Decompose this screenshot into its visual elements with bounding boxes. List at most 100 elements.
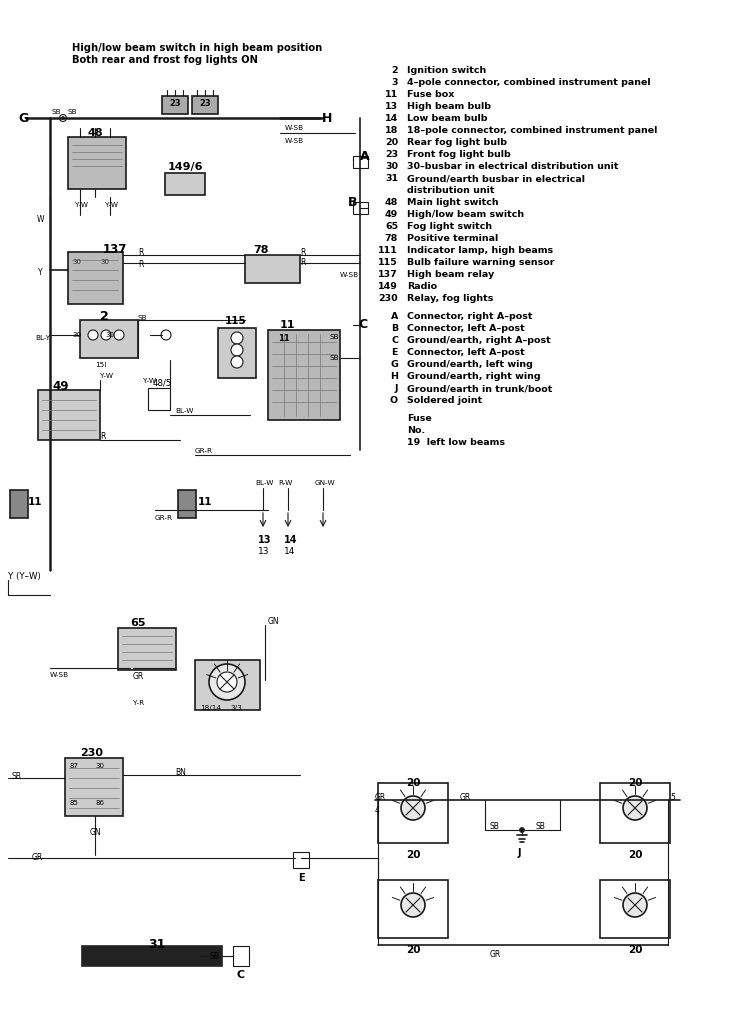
- Text: 5: 5: [670, 793, 675, 802]
- Text: C: C: [391, 336, 398, 345]
- Text: GN-W: GN-W: [315, 480, 336, 486]
- Circle shape: [231, 344, 243, 356]
- Text: Ground/earth busbar in electrical: Ground/earth busbar in electrical: [407, 174, 585, 183]
- Text: 137: 137: [379, 270, 398, 279]
- Circle shape: [623, 893, 647, 918]
- Bar: [65, 758, 123, 816]
- Bar: [600, 880, 670, 938]
- Text: 31: 31: [148, 938, 165, 951]
- Text: 3: 3: [391, 78, 398, 87]
- Text: BL-Y: BL-Y: [35, 335, 50, 341]
- Text: 78: 78: [253, 245, 269, 255]
- Bar: [68, 252, 123, 304]
- Text: Connector, left A–post: Connector, left A–post: [407, 324, 525, 333]
- Text: Y: Y: [38, 268, 43, 278]
- Text: GR: GR: [490, 950, 501, 959]
- Circle shape: [209, 664, 245, 700]
- Text: 18–pole connector, combined instrument panel: 18–pole connector, combined instrument p…: [407, 126, 657, 135]
- Text: Ground/earth, right A–post: Ground/earth, right A–post: [407, 336, 550, 345]
- Text: 23: 23: [199, 98, 211, 108]
- Circle shape: [161, 330, 171, 340]
- Text: Fuse box: Fuse box: [407, 90, 454, 99]
- Text: R: R: [100, 432, 105, 441]
- Bar: [80, 319, 138, 358]
- Text: Fuse: Fuse: [407, 414, 432, 423]
- Text: 2: 2: [100, 310, 109, 323]
- Text: Bulb failure warning sensor: Bulb failure warning sensor: [407, 258, 554, 267]
- Bar: [353, 156, 368, 168]
- Text: SB: SB: [12, 772, 22, 781]
- Text: 13: 13: [385, 102, 398, 111]
- Text: 11: 11: [28, 497, 43, 507]
- Text: High/low beam switch: High/low beam switch: [407, 210, 524, 219]
- Text: 20: 20: [628, 945, 642, 955]
- Text: 149/6: 149/6: [168, 162, 204, 172]
- Bar: [378, 880, 448, 938]
- Text: 11: 11: [385, 90, 398, 99]
- Text: J: J: [518, 848, 521, 858]
- Text: 11: 11: [280, 319, 295, 330]
- Text: 149: 149: [378, 282, 398, 291]
- Bar: [165, 173, 205, 195]
- Text: GR: GR: [133, 672, 144, 681]
- Text: B: B: [391, 324, 398, 333]
- Text: GN: GN: [268, 617, 279, 626]
- Circle shape: [401, 796, 425, 820]
- Text: R: R: [300, 258, 306, 267]
- Text: G: G: [18, 112, 29, 125]
- Text: Both rear and frost fog lights ON: Both rear and frost fog lights ON: [72, 55, 258, 65]
- Text: 20: 20: [406, 850, 421, 860]
- Text: 20: 20: [628, 778, 642, 788]
- Text: SB: SB: [210, 952, 220, 961]
- Bar: [233, 946, 249, 966]
- Text: A: A: [360, 150, 369, 163]
- Text: 18: 18: [385, 126, 398, 135]
- Bar: [192, 96, 218, 114]
- Text: 13: 13: [258, 547, 270, 556]
- Text: 18/14: 18/14: [200, 705, 221, 711]
- Text: 4: 4: [375, 806, 380, 815]
- Text: Connector, right A–post: Connector, right A–post: [407, 312, 532, 321]
- Circle shape: [62, 117, 65, 120]
- Text: W: W: [37, 215, 44, 224]
- Text: W-SB: W-SB: [285, 138, 304, 144]
- Text: O: O: [390, 396, 398, 406]
- Text: 115: 115: [225, 316, 247, 326]
- Text: Ground/earth in trunk/boot: Ground/earth in trunk/boot: [407, 384, 553, 393]
- Text: 31: 31: [385, 174, 398, 183]
- Text: 15I: 15I: [95, 362, 107, 368]
- Text: Y-W: Y-W: [100, 373, 113, 379]
- Text: 230: 230: [80, 748, 103, 758]
- Text: W-SB: W-SB: [285, 125, 304, 131]
- Text: R: R: [138, 248, 143, 257]
- Bar: [378, 783, 448, 843]
- Text: GR: GR: [460, 793, 471, 802]
- Text: 3/3: 3/3: [230, 705, 242, 711]
- Text: W-SB: W-SB: [50, 672, 69, 678]
- Bar: [353, 202, 368, 214]
- Text: SB: SB: [52, 109, 62, 115]
- Text: 49: 49: [385, 210, 398, 219]
- Text: Connector, left A–post: Connector, left A–post: [407, 348, 525, 357]
- Text: 14: 14: [284, 535, 297, 545]
- Text: 23: 23: [169, 98, 181, 108]
- Text: 20: 20: [628, 850, 642, 860]
- Text: 78: 78: [385, 234, 398, 243]
- Text: R: R: [300, 248, 306, 257]
- Text: 19  left low beams: 19 left low beams: [407, 438, 505, 447]
- Text: Indicator lamp, high beams: Indicator lamp, high beams: [407, 246, 553, 255]
- Circle shape: [401, 893, 425, 918]
- Text: 20: 20: [385, 138, 398, 147]
- Text: H: H: [322, 112, 333, 125]
- Bar: [148, 388, 170, 410]
- Circle shape: [88, 330, 98, 340]
- Bar: [162, 96, 188, 114]
- Text: E: E: [391, 348, 398, 357]
- Circle shape: [101, 330, 111, 340]
- Text: BL-W: BL-W: [175, 408, 193, 414]
- Text: Y-W: Y-W: [143, 378, 156, 384]
- Text: High/low beam switch in high beam position: High/low beam switch in high beam positi…: [72, 43, 322, 53]
- Text: Radio: Radio: [407, 282, 437, 291]
- Text: 85: 85: [69, 800, 78, 806]
- Bar: [268, 330, 340, 420]
